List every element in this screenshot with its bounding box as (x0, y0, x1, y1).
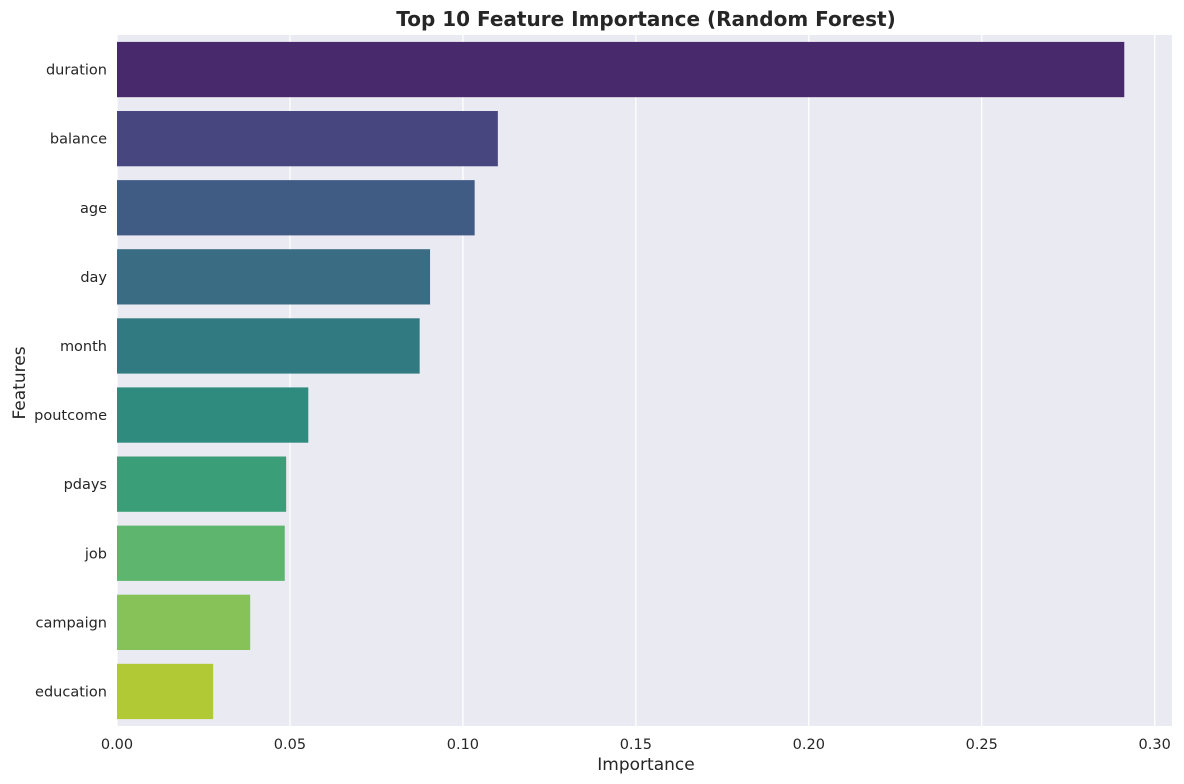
x-tick-label: 0.20 (793, 737, 825, 753)
y-tick-label-education: education (35, 684, 107, 700)
bar-pdays (117, 456, 287, 512)
y-tick-label-campaign: campaign (36, 615, 108, 631)
bar-month (117, 318, 420, 374)
bar-balance (117, 111, 498, 167)
y-tick-label-pdays: pdays (64, 477, 107, 493)
y-tick-label-poutcome: poutcome (34, 408, 107, 424)
x-tick-labels: 0.00 0.05 0.10 0.15 0.20 0.25 0.30 (101, 737, 1171, 753)
x-tick-label: 0.10 (447, 737, 479, 753)
x-tick-label: 0.30 (1139, 737, 1171, 753)
bar-age (117, 180, 475, 236)
bars (117, 41, 1125, 720)
y-tick-label-day: day (80, 270, 107, 286)
x-tick-label: 0.25 (966, 737, 998, 753)
chart-title: Top 10 Feature Importance (Random Forest… (396, 7, 896, 31)
y-tick-label-month: month (60, 339, 107, 355)
bar-job (117, 525, 285, 581)
x-tick-label: 0.05 (274, 737, 306, 753)
bar-education (117, 663, 214, 720)
bar-day (117, 249, 431, 305)
y-tick-label-duration: duration (46, 63, 107, 79)
y-tick-label-job: job (84, 546, 107, 562)
x-tick-label: 0.15 (620, 737, 652, 753)
bar-duration (117, 41, 1125, 98)
y-tick-label-balance: balance (50, 132, 107, 148)
x-tick-label: 0.00 (101, 737, 133, 753)
y-tick-labels: duration balance age day month poutcome pdays j… (34, 63, 107, 701)
bar-poutcome (117, 387, 309, 443)
x-axis-label: Importance (597, 755, 694, 775)
bar-campaign (117, 594, 251, 650)
y-axis-label: Features (10, 346, 30, 419)
y-tick-label-age: age (80, 201, 107, 217)
